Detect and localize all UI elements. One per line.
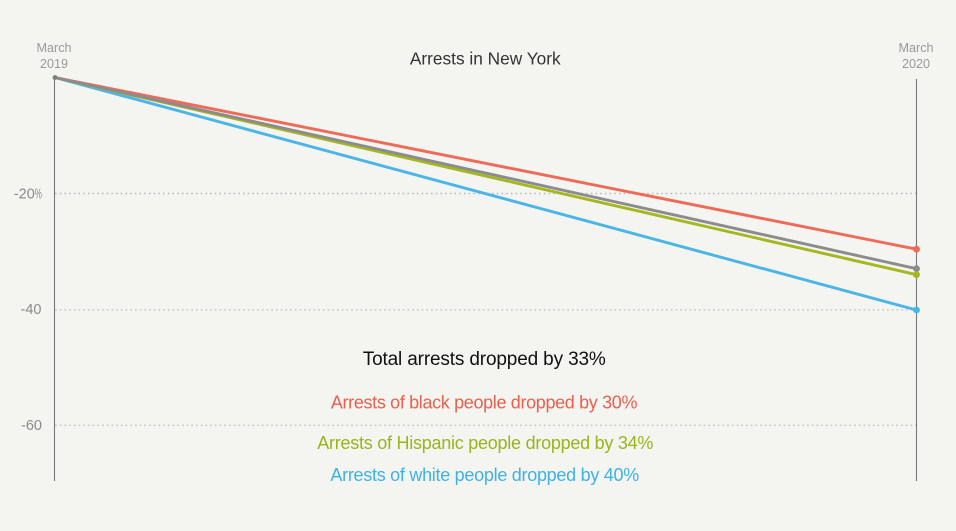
svg-text:March: March: [899, 41, 934, 55]
svg-text:2019: 2019: [40, 57, 68, 71]
svg-text:-40: -40: [21, 302, 42, 318]
svg-text:Arrests in New York: Arrests in New York: [410, 48, 561, 68]
svg-text:2020: 2020: [902, 57, 930, 71]
svg-text:-20%: -20%: [14, 187, 42, 203]
svg-text:Arrests of black people droppe: Arrests of black people dropped by 30%: [331, 393, 638, 413]
svg-text:Arrests of Hispanic people dro: Arrests of Hispanic people dropped by 34…: [317, 433, 653, 453]
svg-text:Total arrests dropped by 33%: Total arrests dropped by 33%: [363, 349, 606, 370]
svg-text:March: March: [37, 41, 72, 55]
svg-text:-60: -60: [21, 418, 42, 434]
svg-text:Arrests of white people droppe: Arrests of white people dropped by 40%: [330, 465, 639, 485]
